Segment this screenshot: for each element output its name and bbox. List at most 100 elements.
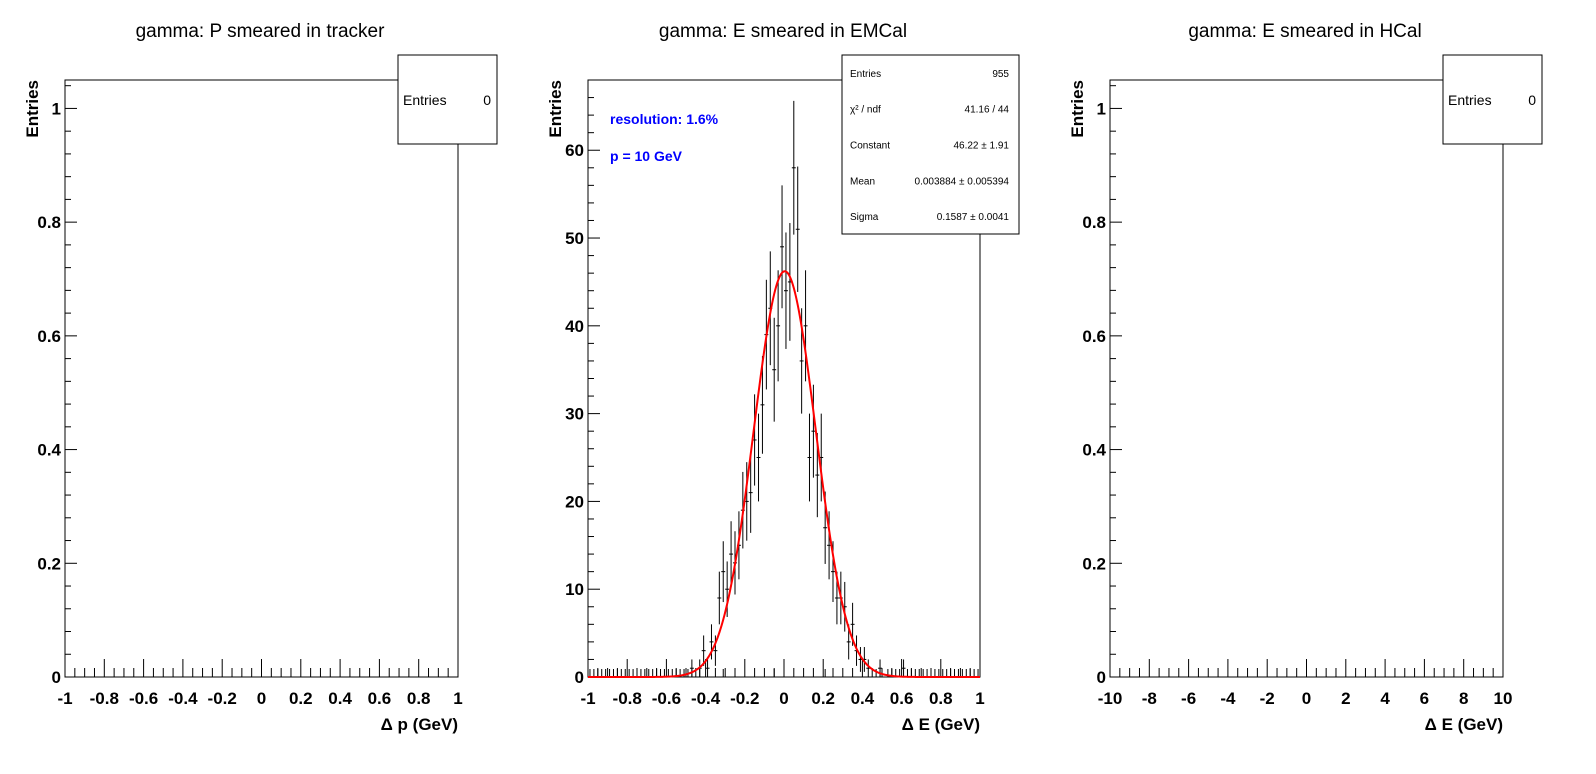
y-tick-label: 40 <box>565 317 584 336</box>
stats-box: Entries 955 χ² / ndf 41.16 / 44 Constant 46.2… <box>841 54 1020 235</box>
stats-value: 0.003884 ± 0.005394 <box>915 176 1010 187</box>
data-point <box>772 317 777 422</box>
stats-label: Constant <box>850 141 890 152</box>
chart-title: gamma: P smeared in tracker <box>136 21 386 42</box>
data-point <box>901 659 906 677</box>
annotation: p = 10 GeV <box>610 148 683 164</box>
x-tick-label: -0.8 <box>613 689 642 708</box>
y-tick-label: 20 <box>565 492 584 511</box>
x-tick-label: 0 <box>779 689 788 708</box>
y-tick-label: 0.6 <box>37 327 61 346</box>
y-tick-label: 0 <box>575 668 584 687</box>
data-point <box>784 232 788 349</box>
y-tick-label: 0.2 <box>1082 554 1106 573</box>
chart-title: gamma: E smeared in HCal <box>1188 21 1421 42</box>
y-tick-label: 10 <box>565 580 584 599</box>
x-tick-label: -0.6 <box>129 689 158 708</box>
stats-value: 955 <box>992 69 1009 80</box>
data-point <box>729 521 734 587</box>
x-tick-label: 0.8 <box>407 689 431 708</box>
data-point <box>701 635 706 666</box>
x-tick-label: -2 <box>1260 689 1275 708</box>
stats-value: 0 <box>1528 92 1536 108</box>
x-tick-label: -0.4 <box>168 689 198 708</box>
stats-value: 41.16 / 44 <box>965 105 1010 116</box>
stats-label: Mean <box>850 176 875 187</box>
stats-box-frame <box>1442 54 1543 145</box>
stats-box: Entries 0 <box>1442 54 1543 145</box>
plot-frame <box>64 79 459 678</box>
x-tick-label: 0.2 <box>289 689 313 708</box>
stats-value: 0.1587 ± 0.0041 <box>937 212 1010 223</box>
data-point <box>721 541 726 603</box>
x-tick-label: -10 <box>1098 689 1123 708</box>
data-point <box>827 511 832 580</box>
annotation: resolution: 1.6% <box>610 111 719 127</box>
y-tick-label: 0.2 <box>37 554 61 573</box>
y-axis-label: Entries <box>546 80 565 138</box>
y-tick-label: 60 <box>565 141 584 160</box>
data-points <box>689 100 906 677</box>
x-tick-label: -6 <box>1181 689 1196 708</box>
x-axis-label: Δ p (GeV) <box>381 715 458 734</box>
data-point <box>780 185 784 309</box>
y-tick-label: 0.4 <box>1082 441 1106 460</box>
chart-panel-1: gamma: P smeared in tracker -1 -0.8 -0.6 -0.… <box>23 21 498 734</box>
data-point <box>756 413 761 502</box>
x-tick-label: 0.4 <box>851 689 875 708</box>
stats-value: 0 <box>483 92 491 108</box>
x-tick-label: 0.2 <box>811 689 835 708</box>
y-tick-label: 1 <box>52 99 61 118</box>
x-tick-label: -1 <box>57 689 72 708</box>
y-tick-label: 0.8 <box>37 213 61 232</box>
x-tick-label: 6 <box>1420 689 1429 708</box>
x-tick-label: -0.2 <box>730 689 759 708</box>
y-tick-label: 50 <box>565 229 584 248</box>
chart-title: gamma: E smeared in EMCal <box>659 21 907 42</box>
stats-box-frame <box>397 54 498 145</box>
x-tick-label: 0 <box>257 689 266 708</box>
y-tick-label: 0.4 <box>37 441 61 460</box>
fit-curve <box>588 270 980 678</box>
y-tick-label: 30 <box>565 405 584 424</box>
y-tick-label: 0 <box>1097 668 1106 687</box>
data-point <box>748 452 753 533</box>
y-tick-label: 0.8 <box>1082 213 1106 232</box>
y-axis-label: Entries <box>23 80 42 138</box>
x-tick-label: -1 <box>580 689 595 708</box>
data-point <box>803 270 808 382</box>
y-tick-label: 0.6 <box>1082 327 1106 346</box>
y-axis-label: Entries <box>1068 80 1087 138</box>
stats-label: χ² / ndf <box>850 105 881 116</box>
x-tick-label: 10 <box>1494 689 1513 708</box>
x-tick-label: 4 <box>1380 689 1390 708</box>
x-axis-label: Δ E (GeV) <box>902 715 980 734</box>
data-point <box>795 166 800 292</box>
stats-box-frame <box>841 54 1020 235</box>
stats-label: Entries <box>1448 92 1492 108</box>
stats-value: 46.22 ± 1.91 <box>953 141 1009 152</box>
data-point <box>760 355 765 454</box>
x-tick-label: -0.4 <box>691 689 721 708</box>
data-point <box>807 413 812 502</box>
x-tick-label: 0 <box>1302 689 1311 708</box>
chart-panel-2: gamma: E smeared in EMCal -1 -0.8 -0.6 -0.4-… <box>546 21 1020 734</box>
x-tick-label: 0.8 <box>929 689 953 708</box>
x-tick-label: -4 <box>1220 689 1236 708</box>
x-tick-label: -0.8 <box>90 689 119 708</box>
y-tick-label: 0 <box>52 668 61 687</box>
x-tick-label: 2 <box>1341 689 1350 708</box>
x-tick-label: 1 <box>453 689 462 708</box>
chart-panel-3: gamma: E smeared in HCal -10 -8 -6 -4 -2 0 2 4 6 8… <box>1068 21 1543 734</box>
x-tick-label: 1 <box>975 689 984 708</box>
x-tick-label: -0.6 <box>652 689 681 708</box>
x-tick-label: -8 <box>1142 689 1157 708</box>
x-axis-label: Δ E (GeV) <box>1425 715 1503 734</box>
data-point <box>776 270 781 382</box>
plot-frame <box>1109 79 1504 678</box>
stats-label: Sigma <box>850 212 879 223</box>
data-point <box>705 659 710 677</box>
x-tick-label: 0.6 <box>368 689 392 708</box>
stats-label: Entries <box>403 92 447 108</box>
